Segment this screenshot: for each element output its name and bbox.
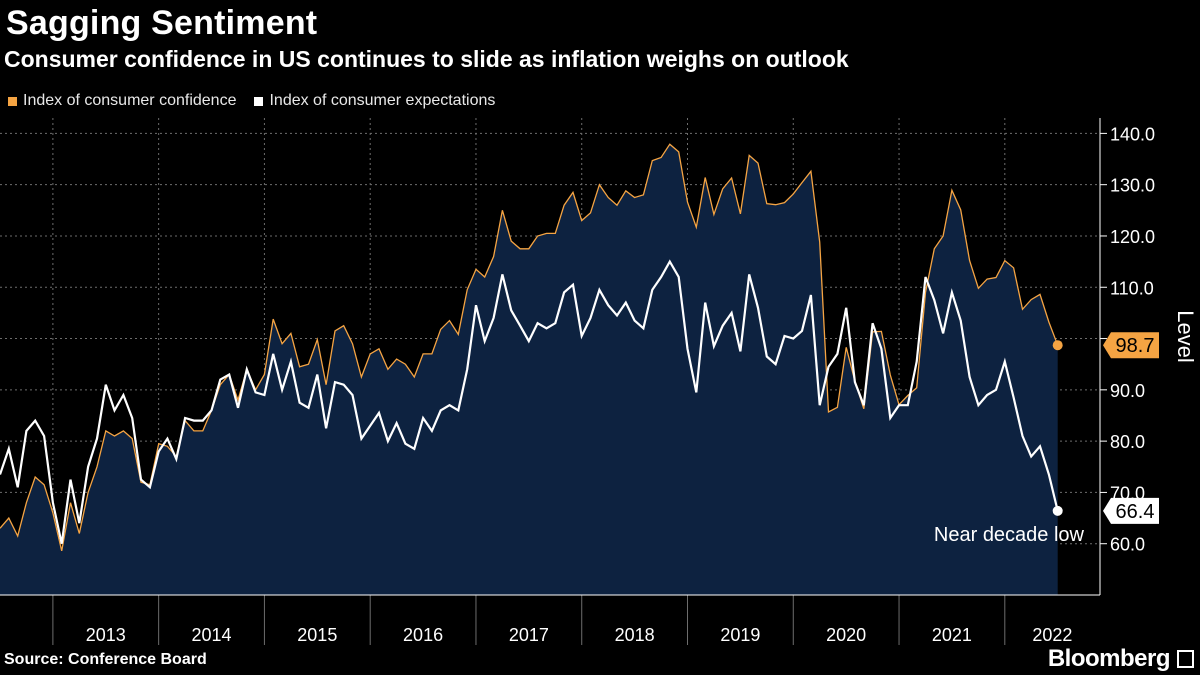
y-tick-label: 110.0 xyxy=(1110,278,1154,298)
x-tick-label: 2019 xyxy=(720,625,760,645)
expectations-end-value: 66.4 xyxy=(1116,501,1155,523)
x-tick-label: 2020 xyxy=(826,625,866,645)
y-tick-label: 80.0 xyxy=(1110,432,1145,452)
chart-title: Sagging Sentiment xyxy=(6,4,318,42)
legend: Index of consumer confidence Index of co… xyxy=(8,92,495,110)
legend-swatch-expectations xyxy=(254,96,264,106)
legend-label-confidence: Index of consumer confidence xyxy=(23,92,237,109)
x-tick-label: 2018 xyxy=(615,625,655,645)
expectations-end-tag xyxy=(1103,497,1159,524)
confidence-area xyxy=(0,144,1058,595)
legend-label-expectations: Index of consumer expectations xyxy=(269,92,496,109)
annotation-near-decade-low: Near decade low xyxy=(934,524,1085,546)
confidence-end-tag xyxy=(1103,332,1159,359)
confidence-end-value: 98.7 xyxy=(1116,335,1155,357)
legend-item-confidence: Index of consumer confidence xyxy=(8,92,236,110)
x-tick-label: 2014 xyxy=(192,625,232,645)
source-note: Source: Conference Board xyxy=(4,651,207,668)
expectations-line xyxy=(0,259,1059,544)
legend-item-expectations: Index of consumer expectations xyxy=(254,92,495,110)
y-tick-label: 120.0 xyxy=(1110,227,1155,247)
x-tick-label: 2022 xyxy=(1032,625,1072,645)
x-tick-label: 2021 xyxy=(932,625,972,645)
y-tick-label: 60.0 xyxy=(1110,535,1145,555)
end-marks: 98.7 66.4 Near decade low xyxy=(934,332,1159,546)
legend-swatch-confidence xyxy=(8,96,17,106)
bloomberg-logo: Bloomberg xyxy=(1047,645,1171,672)
x-tick-label: 2015 xyxy=(297,625,337,645)
y-tick-label: 140.0 xyxy=(1110,124,1155,144)
x-tick-label: 2016 xyxy=(403,625,443,645)
expectations-end-dot xyxy=(1052,505,1063,516)
chart-subtitle: Consumer confidence in US continues to s… xyxy=(4,46,849,72)
bloomberg-terminal-icon xyxy=(1177,650,1194,668)
confidence-end-dot xyxy=(1052,340,1063,351)
y-tick-label: 90.0 xyxy=(1110,381,1145,401)
y-axis-label: Level xyxy=(1173,310,1198,363)
x-tick-label: 2017 xyxy=(509,625,549,645)
x-tick-label: 2013 xyxy=(86,625,126,645)
y-tick-label: 130.0 xyxy=(1110,176,1155,196)
